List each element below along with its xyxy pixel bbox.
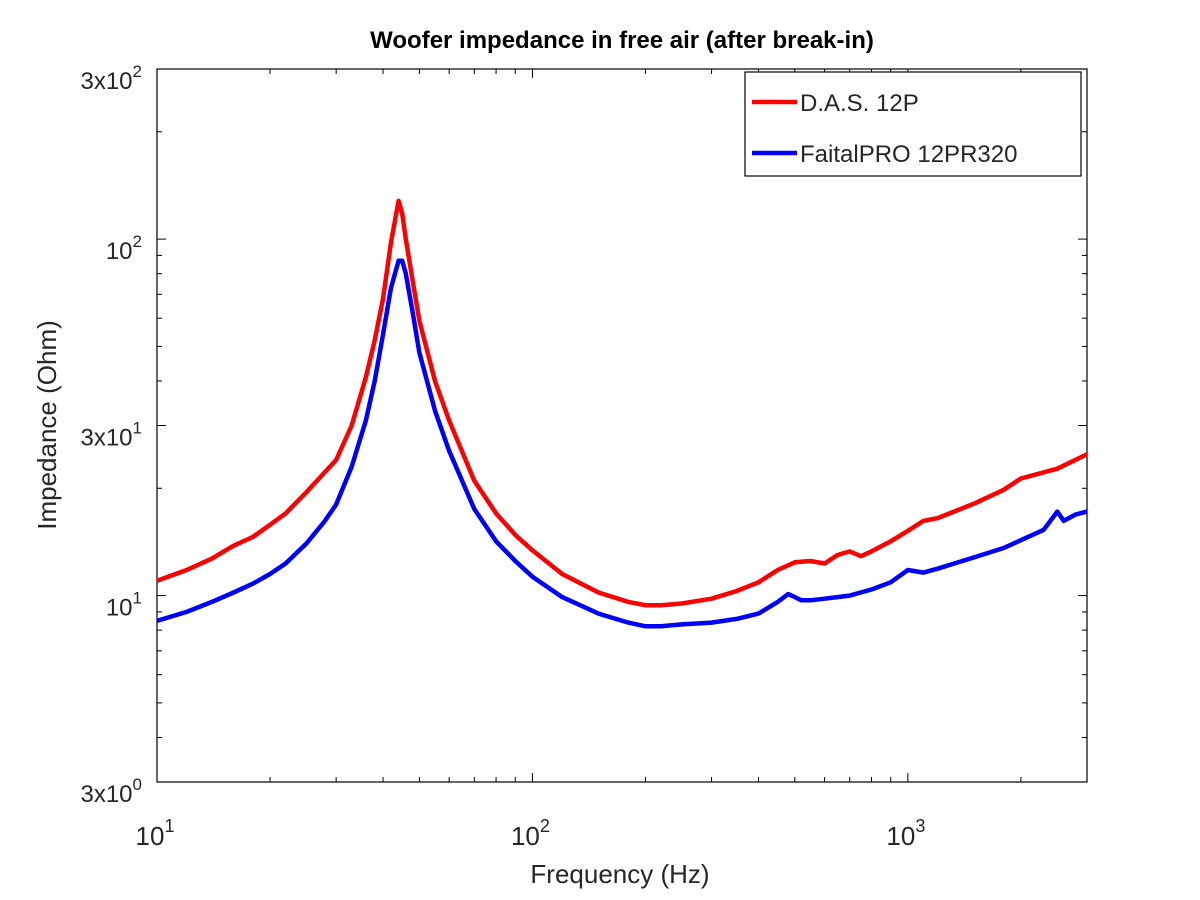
tick-labels: 101 102 103 3x100 101 3x101 102 3x102	[80, 62, 925, 851]
x-axis-label: Frequency (Hz)	[530, 859, 709, 889]
x-tick-label: 103	[886, 816, 925, 851]
y-tick-label: 101	[106, 589, 142, 622]
x-tick-label: 101	[136, 816, 175, 851]
x-tick-label: 102	[511, 816, 550, 851]
legend-label-das-12p: D.A.S. 12P	[800, 90, 919, 117]
legend-box	[744, 71, 1082, 177]
legend-label-faitalpro-12pr320: FaitalPRO 12PR320	[800, 141, 1017, 168]
legend: D.A.S. 12P FaitalPRO 12PR320	[744, 71, 1082, 177]
y-tick-label: 3x102	[80, 62, 142, 95]
y-axis-label: Impedance (Ohm)	[32, 320, 62, 530]
series-layer	[157, 198, 1087, 629]
chart-title: Woofer impedance in free air (after brea…	[370, 27, 874, 54]
series-line-d-a-s-12p	[157, 198, 1087, 608]
y-tick-label: 102	[106, 232, 142, 265]
y-tick-label: 3x100	[80, 775, 142, 808]
series-line-faitalpro-12pr320	[157, 258, 1087, 629]
y-tick-label: 3x101	[80, 419, 142, 452]
